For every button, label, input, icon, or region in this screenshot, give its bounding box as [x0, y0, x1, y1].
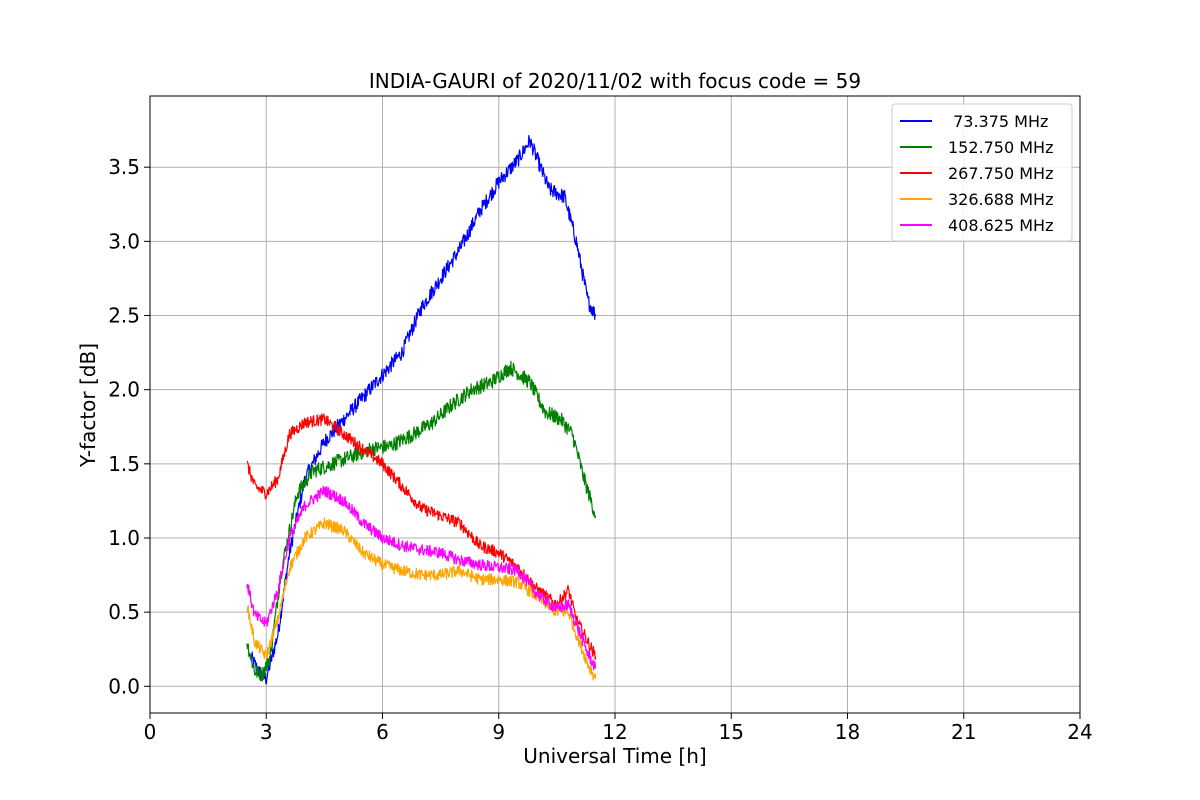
series-line-4 — [246, 485, 597, 671]
x-tick-label: 9 — [492, 720, 505, 744]
y-tick-label: 2.5 — [108, 304, 140, 328]
plot-area — [246, 135, 597, 685]
y-tick-label: 1.0 — [108, 526, 140, 550]
legend-label: 326.688 MHz — [948, 190, 1053, 209]
x-axis: 0 3 6 9 12 15 18 21 24 — [144, 713, 1093, 744]
x-tick-label: 12 — [602, 720, 627, 744]
legend-label: 267.750 MHz — [948, 164, 1053, 183]
y-tick-label: 0.5 — [108, 600, 140, 624]
y-tick-label: 3.0 — [108, 229, 140, 253]
series-line-2 — [246, 413, 597, 661]
series-line-0 — [250, 135, 597, 685]
legend-box — [891, 103, 1073, 242]
chart-title: INDIA-GAURI of 2020/11/02 with focus cod… — [369, 69, 861, 93]
legend-label: 152.750 MHz — [948, 138, 1053, 157]
series-line-1 — [246, 360, 597, 682]
legend-label: 73.375 MHz — [948, 112, 1048, 131]
y-tick-label: 0.0 — [108, 674, 140, 698]
x-axis-label: Universal Time [h] — [523, 744, 706, 768]
x-tick-label: 21 — [951, 720, 976, 744]
legend-label: 408.625 MHz — [948, 216, 1053, 235]
y-tick-label: 3.5 — [108, 155, 140, 179]
y-tick-label: 1.5 — [108, 452, 140, 476]
x-tick-label: 18 — [835, 720, 860, 744]
x-tick-label: 0 — [144, 720, 157, 744]
legend: 73.375 MHz 152.750 MHz 267.750 MHz 326.688 … — [891, 103, 1073, 242]
y-axis-label: Y-factor [dB] — [76, 343, 100, 468]
x-tick-label: 3 — [260, 720, 273, 744]
y-tick-label: 2.0 — [108, 378, 140, 402]
x-tick-label: 24 — [1067, 720, 1092, 744]
y-axis: 0.0 0.5 1.0 1.5 2.0 2.5 3.0 3.5 — [108, 155, 150, 698]
x-tick-label: 6 — [376, 720, 389, 744]
x-tick-label: 15 — [719, 720, 744, 744]
